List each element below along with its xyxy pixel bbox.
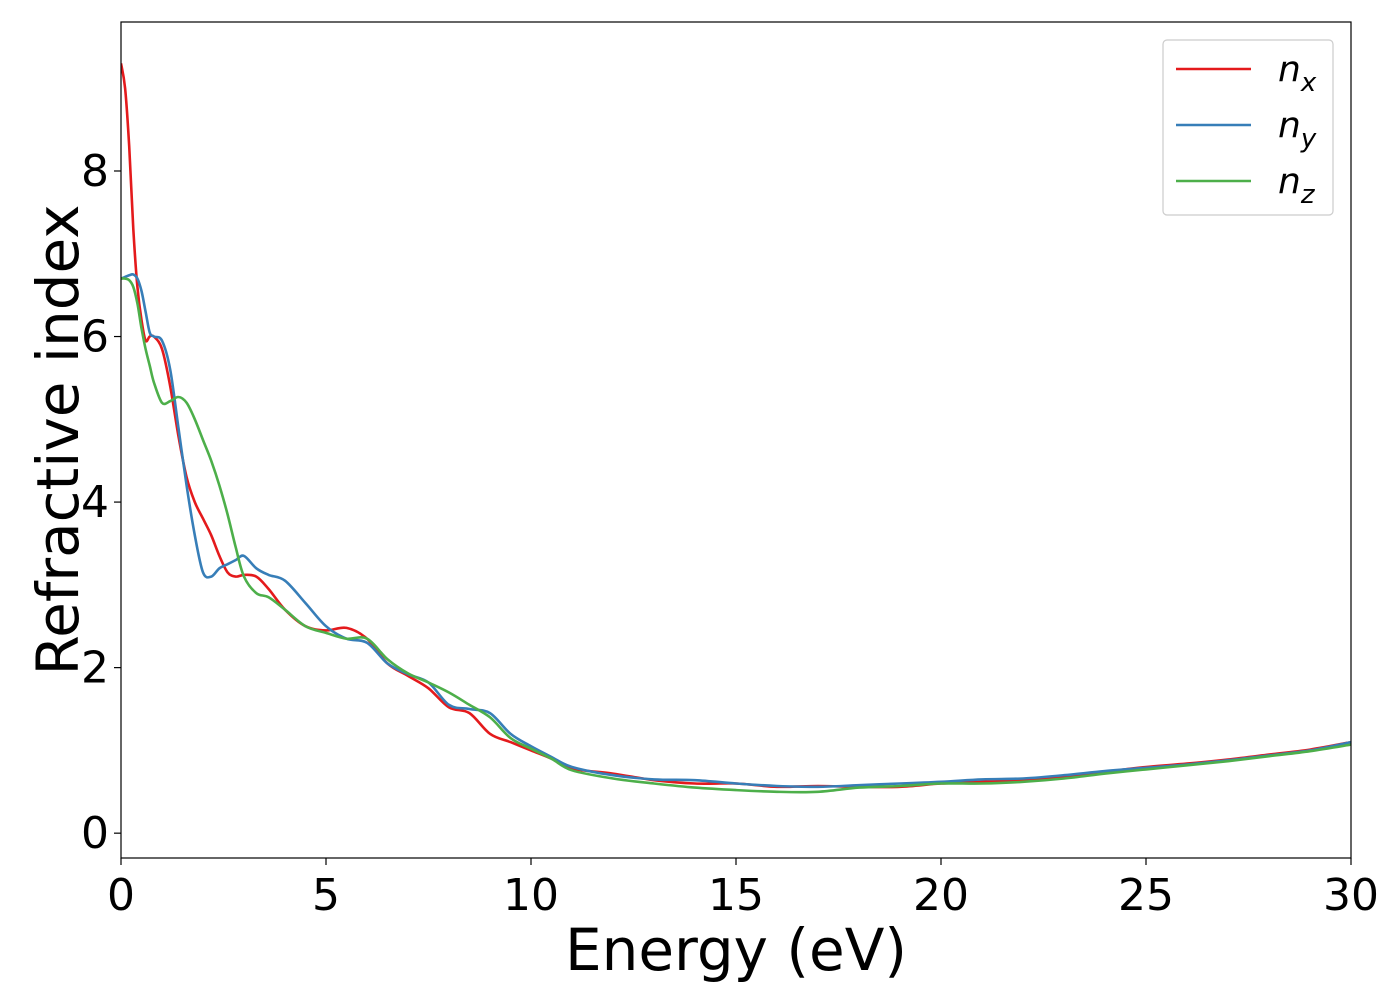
legend-label-subscript: z xyxy=(1300,180,1316,210)
x-tick-label: 10 xyxy=(503,870,559,921)
x-axis-title: Energy (eV) xyxy=(565,916,907,984)
legend-label-subscript: x xyxy=(1300,68,1317,98)
legend-label-base: n xyxy=(1278,105,1301,146)
series-line-y xyxy=(121,273,1351,789)
y-tick-label: 8 xyxy=(81,146,109,197)
x-tick-label: 5 xyxy=(312,870,340,921)
legend-label-base: n xyxy=(1278,161,1301,202)
legend-label-base: n xyxy=(1278,49,1301,90)
series-layer xyxy=(121,63,1351,794)
x-tick-label: 25 xyxy=(1118,870,1174,921)
x-tick-label: 15 xyxy=(708,870,764,921)
legend-label-subscript: y xyxy=(1300,124,1317,154)
x-axis: 0 5 10 15 20 25 30 xyxy=(107,858,1379,921)
y-tick-label: 4 xyxy=(81,477,109,528)
y-axis-title: Refractive index xyxy=(24,204,92,675)
y-tick-label: 0 xyxy=(81,808,109,859)
y-tick-label: 6 xyxy=(81,312,109,363)
x-tick-label: 30 xyxy=(1323,870,1379,921)
y-tick-label: 2 xyxy=(81,643,109,694)
y-axis: 0 2 4 6 8 xyxy=(81,146,121,859)
series-line-z xyxy=(121,277,1351,794)
legend-box xyxy=(1162,39,1334,216)
x-tick-label: 20 xyxy=(913,870,969,921)
legend-label-x: nx xyxy=(1278,49,1317,98)
x-tick-label: 0 xyxy=(107,870,135,921)
legend-label-z: nz xyxy=(1278,161,1316,210)
legend-label-y: ny xyxy=(1278,105,1317,154)
